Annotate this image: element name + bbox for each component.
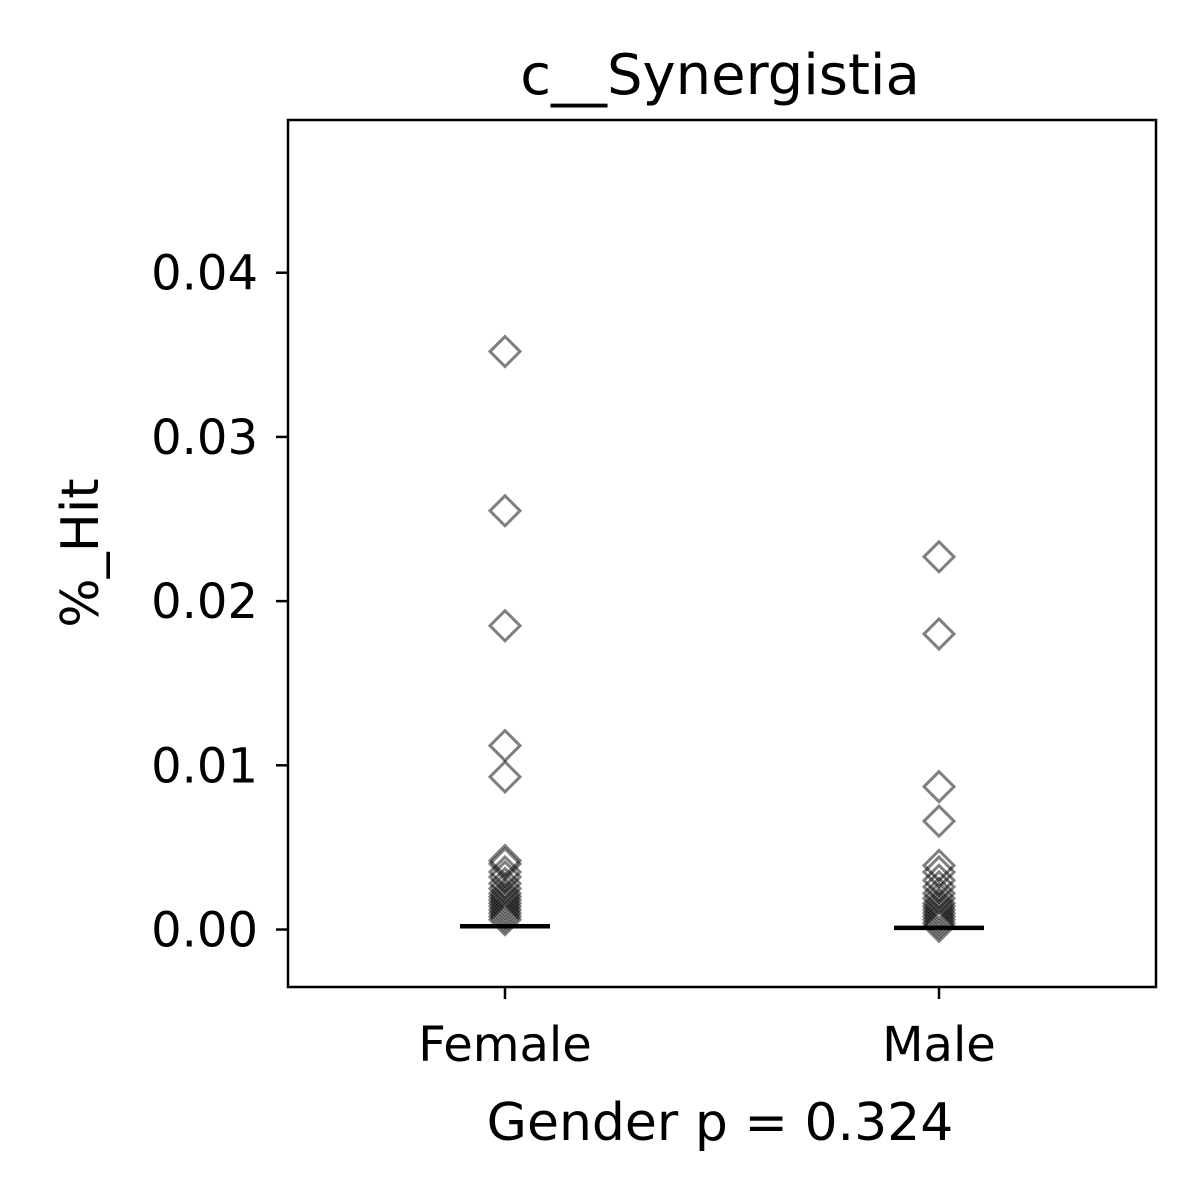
- data-point: [921, 909, 957, 944]
- data-point: [921, 892, 957, 927]
- data-point: [921, 539, 957, 574]
- data-point: [921, 905, 957, 941]
- data-point: [487, 728, 523, 763]
- data-point: [487, 879, 523, 914]
- data-point: [487, 899, 523, 934]
- x-axis-label: Gender p = 0.324: [487, 1093, 954, 1153]
- y-tick-label: 0.01: [151, 738, 258, 794]
- data-point: [921, 804, 957, 839]
- data-point: [487, 889, 523, 924]
- data-point: [487, 334, 523, 369]
- y-tick-label: 0.03: [151, 410, 258, 466]
- x-axis: Female Male: [418, 987, 996, 1073]
- data-point: [921, 886, 957, 921]
- data-point: [921, 889, 957, 924]
- y-axis: 0.00 0.01 0.02 0.03 0.04: [151, 246, 288, 959]
- data-point: [487, 902, 523, 937]
- data-point: [487, 876, 523, 911]
- data-point: [921, 902, 957, 937]
- y-axis-label: %_Hit: [51, 478, 111, 627]
- data-point: [487, 759, 523, 794]
- data-point: [487, 886, 523, 921]
- data-points: [487, 334, 957, 944]
- y-tick-label: 0.04: [151, 246, 258, 302]
- x-tick-label: Male: [882, 1017, 996, 1073]
- x-tick-label: Female: [418, 1017, 592, 1073]
- data-point: [921, 769, 957, 804]
- data-point: [921, 899, 957, 934]
- median-lines: [460, 923, 984, 931]
- y-tick-label: 0.00: [151, 903, 258, 959]
- data-point: [487, 608, 523, 643]
- y-tick-label: 0.02: [151, 574, 258, 630]
- chart-title: c__Synergistia: [520, 43, 920, 108]
- data-point: [487, 882, 523, 918]
- plot-area: [286, 118, 1158, 989]
- data-point: [487, 493, 523, 528]
- data-point: [921, 616, 957, 652]
